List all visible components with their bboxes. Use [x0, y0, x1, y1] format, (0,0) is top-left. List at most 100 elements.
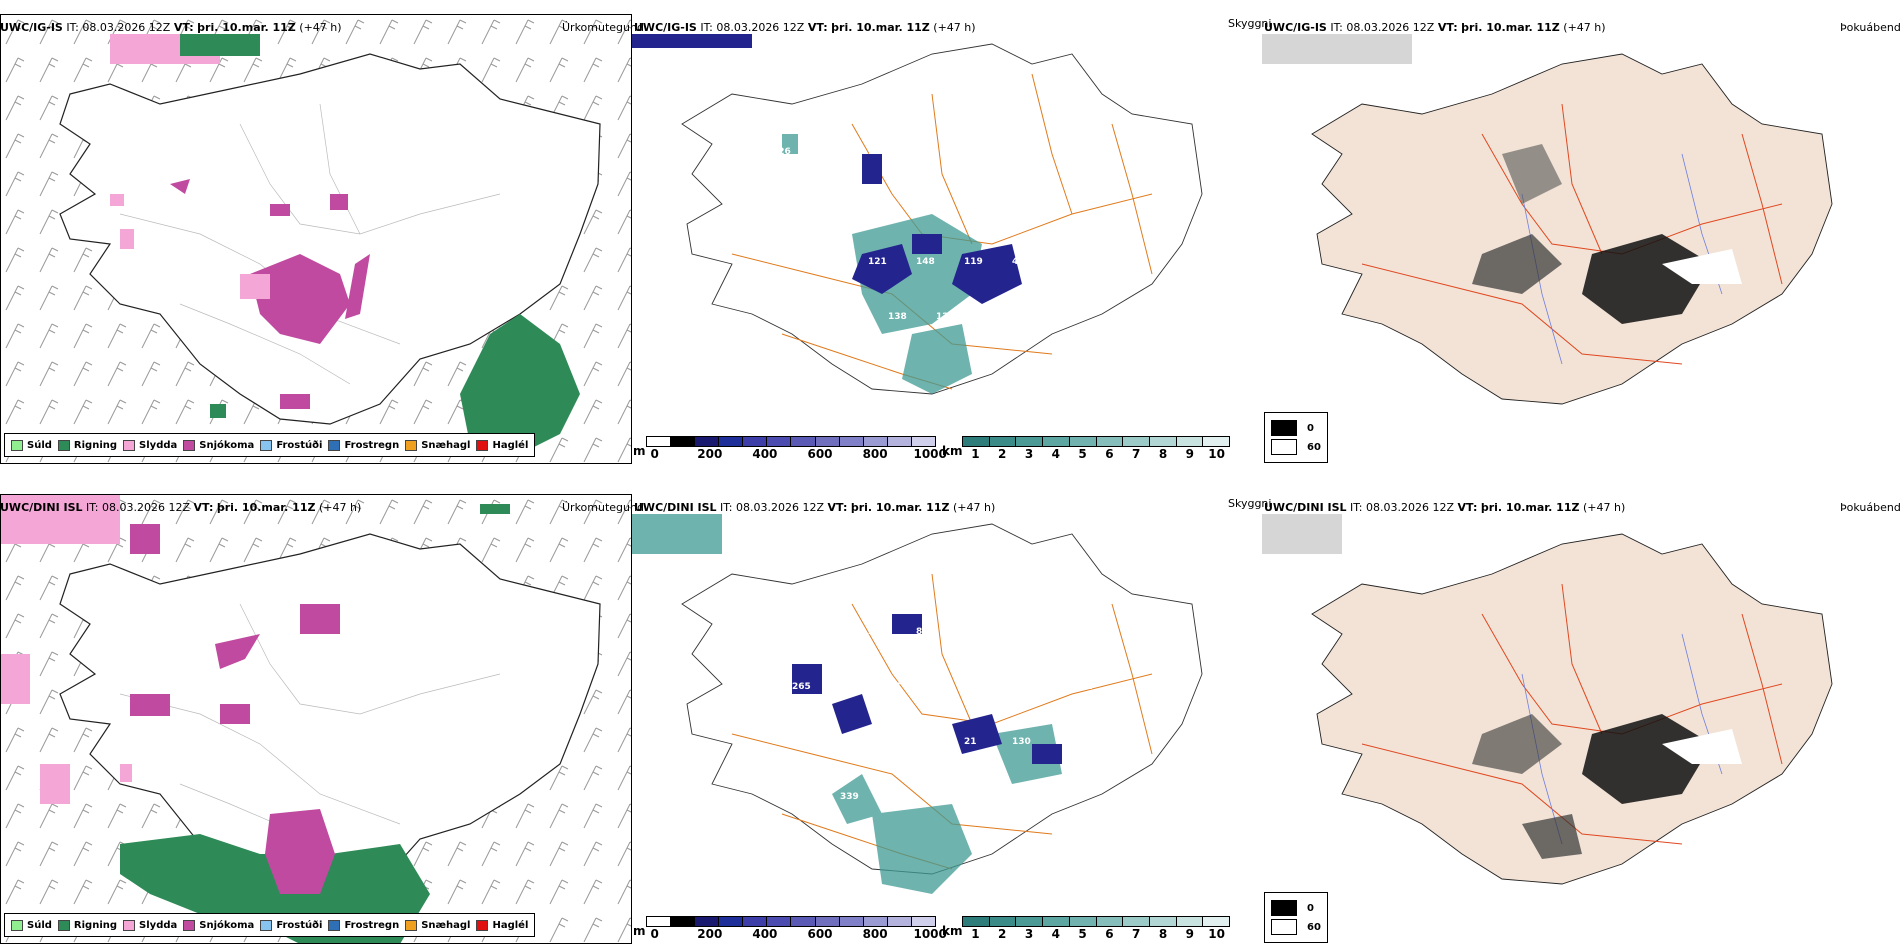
vt-value: þri. 10.mar. 11Z — [1461, 21, 1560, 34]
legend-swatch — [328, 439, 341, 451]
sleet-areas — [0, 494, 132, 804]
colorbar-tick: 7 — [1132, 927, 1141, 941]
colorbar-segment — [1176, 917, 1204, 926]
cloud-base-label: 63 — [888, 792, 901, 802]
colorbar-tick: 8 — [1158, 447, 1168, 461]
colorbar-segment — [695, 437, 720, 446]
cloud-base-label: 122 — [916, 147, 935, 157]
colorbar-segment — [1149, 437, 1177, 446]
legend-swatch — [183, 919, 196, 931]
iceland-coastline — [59, 53, 601, 425]
colorbar-tick: 6 — [1105, 927, 1114, 941]
cloud-base-unit-row1: m — [633, 444, 646, 458]
cloud-base-label: 121 — [868, 257, 887, 267]
colorbar-segment — [815, 437, 840, 446]
colorbar-segment — [989, 437, 1017, 446]
legend-item: Súld — [11, 919, 52, 931]
cloud-base-label: 81 — [964, 627, 977, 637]
colorbar-tick: 4 — [1051, 927, 1060, 941]
colorbar-tick: 1 — [971, 447, 980, 461]
model-name: UWC/DINI ISL — [1264, 501, 1347, 514]
cloud-base-label: 159 — [1032, 202, 1051, 212]
cloud-base-label: 92 — [1060, 737, 1073, 747]
colorbar-segment — [647, 437, 672, 446]
colorbar-tick: 1000 — [913, 447, 947, 461]
it-label: IT: — [1330, 21, 1343, 34]
cloud-base-label: 10 — [936, 682, 949, 692]
colorbar-tick: 800 — [862, 447, 888, 461]
colorbar-segment — [1123, 437, 1150, 446]
fog-legend-swatch — [1271, 919, 1297, 935]
colorbar-segment — [743, 437, 768, 446]
cloud-base-label: 166 — [1012, 627, 1031, 637]
legend-swatch — [183, 439, 196, 451]
colorbar-tick: 800 — [862, 927, 888, 941]
colorbar-segment — [963, 917, 990, 926]
legend-swatch — [476, 439, 489, 451]
iceland-coastline — [681, 43, 1203, 395]
cloud-base-label: 21 — [888, 202, 901, 212]
vis-panel-row1: 126 126 109 122 298 11 107 11 72 21 101 24 159 57 145 1… — [632, 34, 1262, 429]
colorbar-tick: 600 — [807, 927, 833, 941]
snow-areas — [170, 179, 370, 409]
legend-swatch — [57, 919, 70, 931]
it-value: 08.03.2026 12Z — [1346, 21, 1435, 34]
legend-swatch — [11, 439, 23, 451]
precip-legend-row1: Súld Rigning Slydda Snjókoma Frostúði Frostre… — [4, 433, 536, 457]
model-name: UWC/IG-IS — [634, 21, 697, 34]
fog-legend-swatch — [1271, 900, 1297, 916]
lead-time: (+47 h) — [299, 21, 342, 34]
colorbar-tick: 200 — [697, 927, 723, 941]
it-value: 08.03.2026 12Z — [716, 21, 805, 34]
cloud-base-label: 138 — [888, 312, 907, 322]
colorbar-tick: 0 — [650, 447, 659, 461]
lead-time: (+47 h) — [933, 21, 976, 34]
colorbar-segment — [963, 437, 990, 446]
colorbar-segment — [695, 917, 720, 926]
legend-swatch — [476, 919, 489, 931]
colorbar-segment — [719, 437, 744, 446]
colorbar-segment — [839, 917, 864, 926]
colorbar-tick: 10 — [1208, 927, 1225, 941]
colorbar-segment — [791, 917, 816, 926]
cloud-base-label: 167 — [868, 737, 887, 747]
cloud-base-label: 92 — [1032, 682, 1045, 692]
cloud-base-label: 101 — [936, 202, 955, 212]
fog-legend-row1: 0 60 — [1264, 412, 1328, 463]
legend-label: Snjókoma — [199, 439, 255, 451]
colorbar-segment — [1203, 917, 1230, 926]
cloud-base-labels: 126 126 109 122 298 11 107 11 72 21 101 24 159 57 145 1… — [772, 147, 1093, 322]
colorbar-segment — [1043, 917, 1070, 926]
colorbar-tick: 600 — [807, 447, 833, 461]
colorbar-tick: 8 — [1158, 927, 1168, 941]
fog-legend-label: 60 — [1307, 441, 1321, 453]
colorbar-tick: 400 — [752, 447, 778, 461]
it-value: 08.03.2026 12Z — [82, 21, 171, 34]
cloud-base-label: 72 — [840, 202, 853, 212]
colorbar-segment — [647, 917, 672, 926]
fog-legend-label: 0 — [1307, 902, 1314, 914]
cloud-base-colorbar-row2: 0 200 400 600 800 1000 — [646, 916, 947, 941]
colorbar-segment — [1069, 437, 1097, 446]
legend-label: Súld — [27, 439, 52, 451]
fog-legend-item: 0 — [1271, 420, 1321, 436]
iceland-fill — [1311, 533, 1833, 885]
cloud-base-label: 43 — [1012, 257, 1025, 267]
cloud-base-label: 11 — [1012, 147, 1025, 157]
legend-swatch — [405, 439, 418, 451]
cloud-base-label: 11 — [792, 202, 805, 212]
colorbar-segment — [1149, 917, 1177, 926]
fog-map-row2 — [1262, 514, 1833, 885]
lead-time: (+47 h) — [1582, 501, 1626, 514]
legend-item: Haglél — [476, 439, 528, 451]
cloud-base-label: 17 — [888, 682, 901, 692]
fog-legend-label: 0 — [1307, 422, 1314, 434]
colorbar-tick: 9 — [1185, 447, 1194, 461]
colorbar-segment — [863, 437, 888, 446]
colorbar-segment — [1123, 917, 1150, 926]
it-value: 08.03.2026 12Z — [736, 501, 825, 514]
colorbar-tick: 2 — [998, 447, 1007, 461]
cloud-base-label: 211 — [792, 312, 811, 322]
lead-time: (+47 h) — [952, 501, 996, 514]
cloud-base-label: 107 — [1060, 147, 1079, 157]
